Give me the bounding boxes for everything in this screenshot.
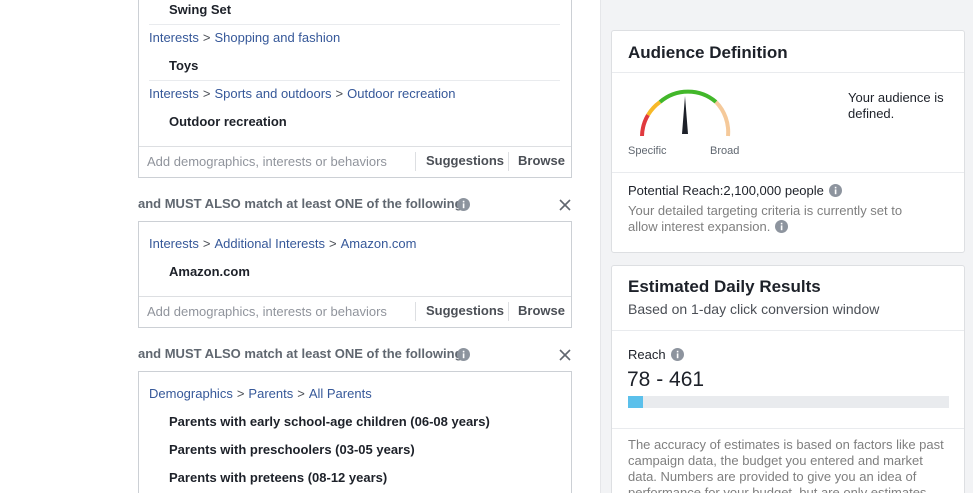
breadcrumb-separator: > bbox=[329, 236, 337, 251]
info-icon[interactable] bbox=[457, 348, 470, 361]
potential-reach: Potential Reach:2,100,000 people bbox=[628, 183, 842, 199]
suggestions-button[interactable]: Suggestions bbox=[426, 303, 505, 318]
info-icon[interactable] bbox=[670, 348, 684, 361]
breadcrumb: Interests > Additional Interests > Amazon.co… bbox=[149, 236, 417, 252]
breadcrumb-link[interactable]: Interests bbox=[149, 30, 199, 45]
divider bbox=[139, 146, 571, 147]
card-title: Audience Definition bbox=[628, 43, 788, 62]
targeting-item: Toys bbox=[169, 58, 199, 73]
card-subtitle: Based on 1-day click conversion window bbox=[628, 301, 880, 317]
targeting-item: Outdoor recreation bbox=[169, 114, 287, 129]
gauge-red bbox=[640, 113, 650, 137]
info-icon[interactable] bbox=[828, 184, 842, 197]
info-icon[interactable] bbox=[775, 220, 789, 233]
remove-group[interactable] bbox=[559, 349, 571, 361]
divider bbox=[508, 152, 509, 171]
reach-value: 78 - 461 bbox=[627, 368, 705, 391]
info-icon[interactable] bbox=[457, 198, 470, 211]
group-header: and MUST ALSO match at least ONE of the … bbox=[138, 346, 463, 361]
gauge-needle bbox=[682, 96, 688, 134]
divider bbox=[508, 302, 509, 321]
search-input[interactable]: Add demographics, interests or behaviors bbox=[147, 154, 387, 169]
targeting-box bbox=[138, 371, 572, 493]
breadcrumb-link[interactable]: Shopping and fashion bbox=[214, 30, 341, 45]
breadcrumb-link[interactable]: Interests bbox=[149, 86, 199, 101]
browse-button[interactable]: Browse bbox=[518, 303, 565, 318]
breadcrumb: Interests > Sports and outdoors > Outdoor re… bbox=[149, 86, 456, 102]
breadcrumb-separator: > bbox=[202, 86, 211, 101]
breadcrumb-separator: > bbox=[236, 386, 245, 401]
breadcrumb-separator: > bbox=[202, 30, 211, 45]
card-title: Estimated Daily Results bbox=[628, 277, 821, 296]
targeting-box bbox=[138, 221, 572, 328]
breadcrumb-link[interactable]: Sports and outdoors bbox=[214, 86, 332, 101]
expansion-note: Your detailed targeting criteria is curr… bbox=[628, 203, 928, 235]
potential-reach-text: Potential Reach:2,100,000 people bbox=[628, 183, 824, 198]
breadcrumb: Interests > Shopping and fashion bbox=[149, 30, 340, 46]
divider bbox=[612, 72, 964, 73]
audience-gauge bbox=[640, 89, 731, 137]
suggestions-button[interactable]: Suggestions bbox=[426, 153, 505, 168]
targeting-item: Parents with early school-age children (… bbox=[169, 414, 490, 429]
reach-label: Reach bbox=[628, 347, 684, 363]
breadcrumb-link[interactable]: Additional Interests bbox=[214, 236, 326, 251]
audience-status: Your audience is defined. bbox=[848, 90, 944, 121]
breadcrumb: Demographics > Parents > All Parents bbox=[149, 386, 372, 402]
targeting-item: Swing Set bbox=[169, 2, 232, 17]
breadcrumb-link[interactable]: Outdoor recreation bbox=[347, 86, 456, 101]
reach-bar-track bbox=[628, 396, 949, 408]
search-input[interactable]: Add demographics, interests or behaviors bbox=[147, 304, 387, 319]
targeting-item: Parents with preschoolers (03-05 years) bbox=[169, 442, 415, 457]
disclaimer: The accuracy of estimates is based on fa… bbox=[628, 437, 944, 493]
divider bbox=[149, 24, 560, 25]
expansion-note-text: Your detailed targeting criteria is curr… bbox=[628, 203, 903, 234]
targeting-item: Amazon.com bbox=[169, 264, 250, 279]
gauge-yellow bbox=[646, 100, 662, 117]
breadcrumb-separator: > bbox=[335, 86, 344, 101]
divider bbox=[415, 302, 416, 321]
divider bbox=[612, 172, 964, 173]
group-header: and MUST ALSO match at least ONE of the … bbox=[138, 196, 463, 211]
divider bbox=[139, 296, 571, 297]
divider bbox=[612, 330, 964, 331]
estimated-results-card bbox=[611, 265, 965, 493]
gauge-green bbox=[658, 89, 718, 104]
reach-bar-fill bbox=[628, 396, 643, 408]
divider bbox=[415, 152, 416, 171]
divider bbox=[612, 428, 964, 429]
gauge-high-label: Broad bbox=[710, 145, 740, 157]
breadcrumb-link[interactable]: All Parents bbox=[308, 386, 372, 401]
gauge-orange bbox=[714, 100, 731, 137]
reach-label-text: Reach bbox=[628, 347, 666, 362]
targeting-item: Parents with preteens (08-12 years) bbox=[169, 470, 388, 485]
gauge-low-label: Specific bbox=[628, 145, 667, 157]
breadcrumb-link[interactable]: Demographics bbox=[149, 386, 233, 401]
audience-definition-card bbox=[611, 30, 965, 253]
breadcrumb-separator: > bbox=[202, 236, 211, 251]
targeting-box bbox=[138, 0, 572, 178]
breadcrumb-link[interactable]: Interests bbox=[149, 236, 199, 251]
breadcrumb-link[interactable]: Amazon.com bbox=[340, 236, 417, 251]
remove-group[interactable] bbox=[559, 199, 571, 211]
browse-button[interactable]: Browse bbox=[518, 153, 565, 168]
breadcrumb-separator: > bbox=[297, 386, 305, 401]
breadcrumb-link[interactable]: Parents bbox=[248, 386, 294, 401]
divider bbox=[149, 80, 560, 81]
